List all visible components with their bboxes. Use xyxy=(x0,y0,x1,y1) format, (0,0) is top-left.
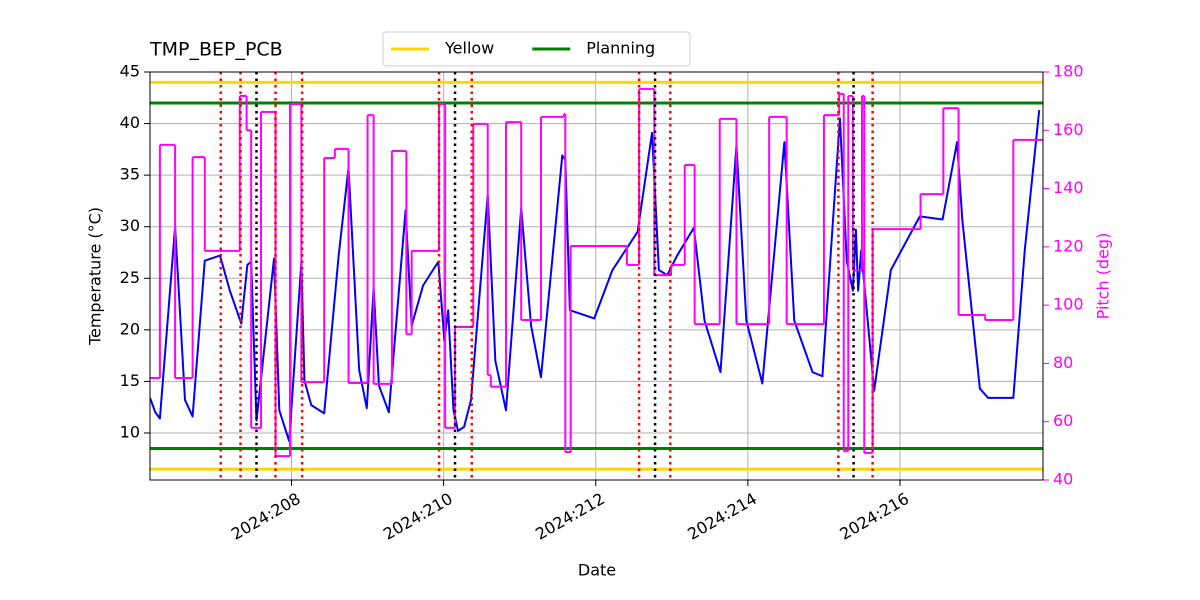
y2-tick-label: 40 xyxy=(1053,470,1073,489)
legend-label: Planning xyxy=(586,39,655,58)
data-line xyxy=(150,110,1041,443)
y-tick-label: 35 xyxy=(120,165,140,184)
y2-tick-label: 140 xyxy=(1053,178,1084,197)
y-tick-label: 25 xyxy=(120,268,140,287)
y2-tick-label: 80 xyxy=(1053,353,1073,372)
x-tick-label: 2024:210 xyxy=(380,489,456,544)
x-tick-label: 2024:214 xyxy=(684,489,760,544)
y2-tick-label: 120 xyxy=(1053,236,1084,255)
y2-tick-label: 60 xyxy=(1053,411,1073,430)
x-tick-label: 2024:216 xyxy=(836,489,912,544)
y-tick-label: 10 xyxy=(120,422,140,441)
y2-tick-label: 100 xyxy=(1053,295,1084,314)
chart-title: TMP_BEP_PCB xyxy=(149,39,283,61)
grid xyxy=(150,71,1043,480)
y-axis-label: Temperature (°C) xyxy=(86,207,105,346)
plot-area xyxy=(150,72,1043,480)
x-tick-label: 2024:212 xyxy=(532,489,608,544)
x-tick-label: 2024:208 xyxy=(228,489,304,544)
y-tick-label: 20 xyxy=(120,319,140,338)
legend-label: Yellow xyxy=(444,39,494,58)
y-tick-label: 40 xyxy=(120,113,140,132)
y-tick-label: 30 xyxy=(120,216,140,235)
y-tick-label: 15 xyxy=(120,371,140,390)
y-tick-label: 45 xyxy=(120,62,140,81)
y2-tick-label: 180 xyxy=(1053,62,1084,81)
y2-tick-label: 160 xyxy=(1053,120,1084,139)
legend: Yellow Planning xyxy=(382,31,691,67)
x-axis-label: Date xyxy=(578,561,616,580)
y2-axis-label: Pitch (deg) xyxy=(1094,233,1113,320)
plot-frame xyxy=(149,71,1044,481)
